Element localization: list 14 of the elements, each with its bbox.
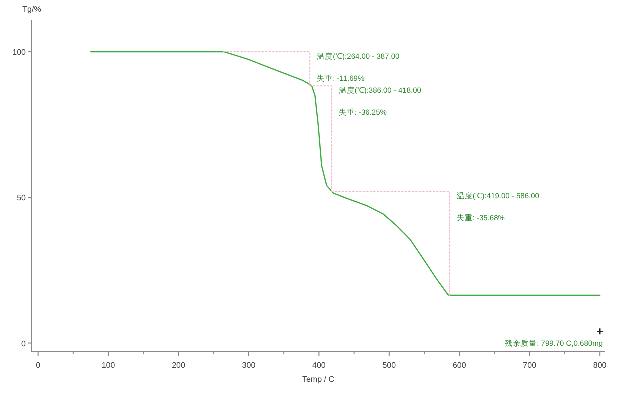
x-tick-label: 0 bbox=[36, 361, 42, 370]
x-tick-label: 800 bbox=[593, 361, 608, 370]
x-tick-label: 700 bbox=[523, 361, 538, 370]
x-tick-label: 300 bbox=[242, 361, 256, 370]
x-tick-label: 500 bbox=[382, 361, 397, 370]
y-tick-label: 100 bbox=[12, 48, 27, 58]
x-tick-label: 200 bbox=[172, 361, 186, 370]
x-tick-label: 100 bbox=[102, 361, 116, 370]
y-tick-label: 0 bbox=[22, 339, 27, 348]
y-axis-title: Tg/% bbox=[22, 5, 42, 14]
x-tick-label: 400 bbox=[312, 361, 326, 370]
x-tick-label: 600 bbox=[452, 361, 467, 370]
y-tick-label: 50 bbox=[17, 194, 27, 203]
x-axis-title: Temp / C bbox=[302, 375, 335, 384]
